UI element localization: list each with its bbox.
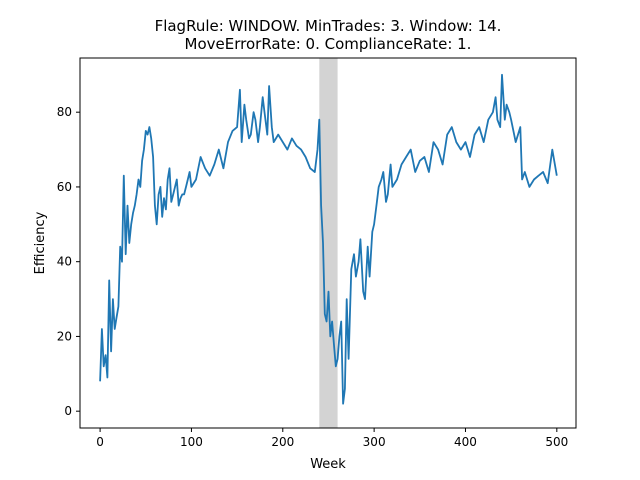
x-axis-ticks: 0 100 200 300 400 500 xyxy=(96,428,568,449)
y-tick-label: 60 xyxy=(57,180,72,194)
x-tick-label: 200 xyxy=(271,435,294,449)
y-tick-label: 20 xyxy=(57,329,72,343)
y-tick-label: 40 xyxy=(57,255,72,269)
plot-area xyxy=(79,57,577,429)
x-tick-label: 100 xyxy=(180,435,203,449)
x-tick-label: 300 xyxy=(363,435,386,449)
y-tick-label: 0 xyxy=(64,404,72,418)
series-line xyxy=(99,73,558,405)
x-tick-label: 500 xyxy=(545,435,568,449)
x-tick-label: 0 xyxy=(96,435,104,449)
chart-title-line2: MoveErrorRate: 0. ComplianceRate: 1. xyxy=(185,35,472,53)
y-axis-label: Efficiency xyxy=(33,211,48,274)
shaded-region xyxy=(319,58,338,428)
chart-title-line1: FlagRule: WINDOW. MinTrades: 3. Window: … xyxy=(155,17,502,35)
x-tick-label: 400 xyxy=(454,435,477,449)
x-axis-label: Week xyxy=(310,457,346,472)
y-axis-ticks: 0 20 40 60 80 xyxy=(57,105,80,418)
axes-frame xyxy=(79,57,577,429)
y-tick-label: 80 xyxy=(57,105,72,119)
